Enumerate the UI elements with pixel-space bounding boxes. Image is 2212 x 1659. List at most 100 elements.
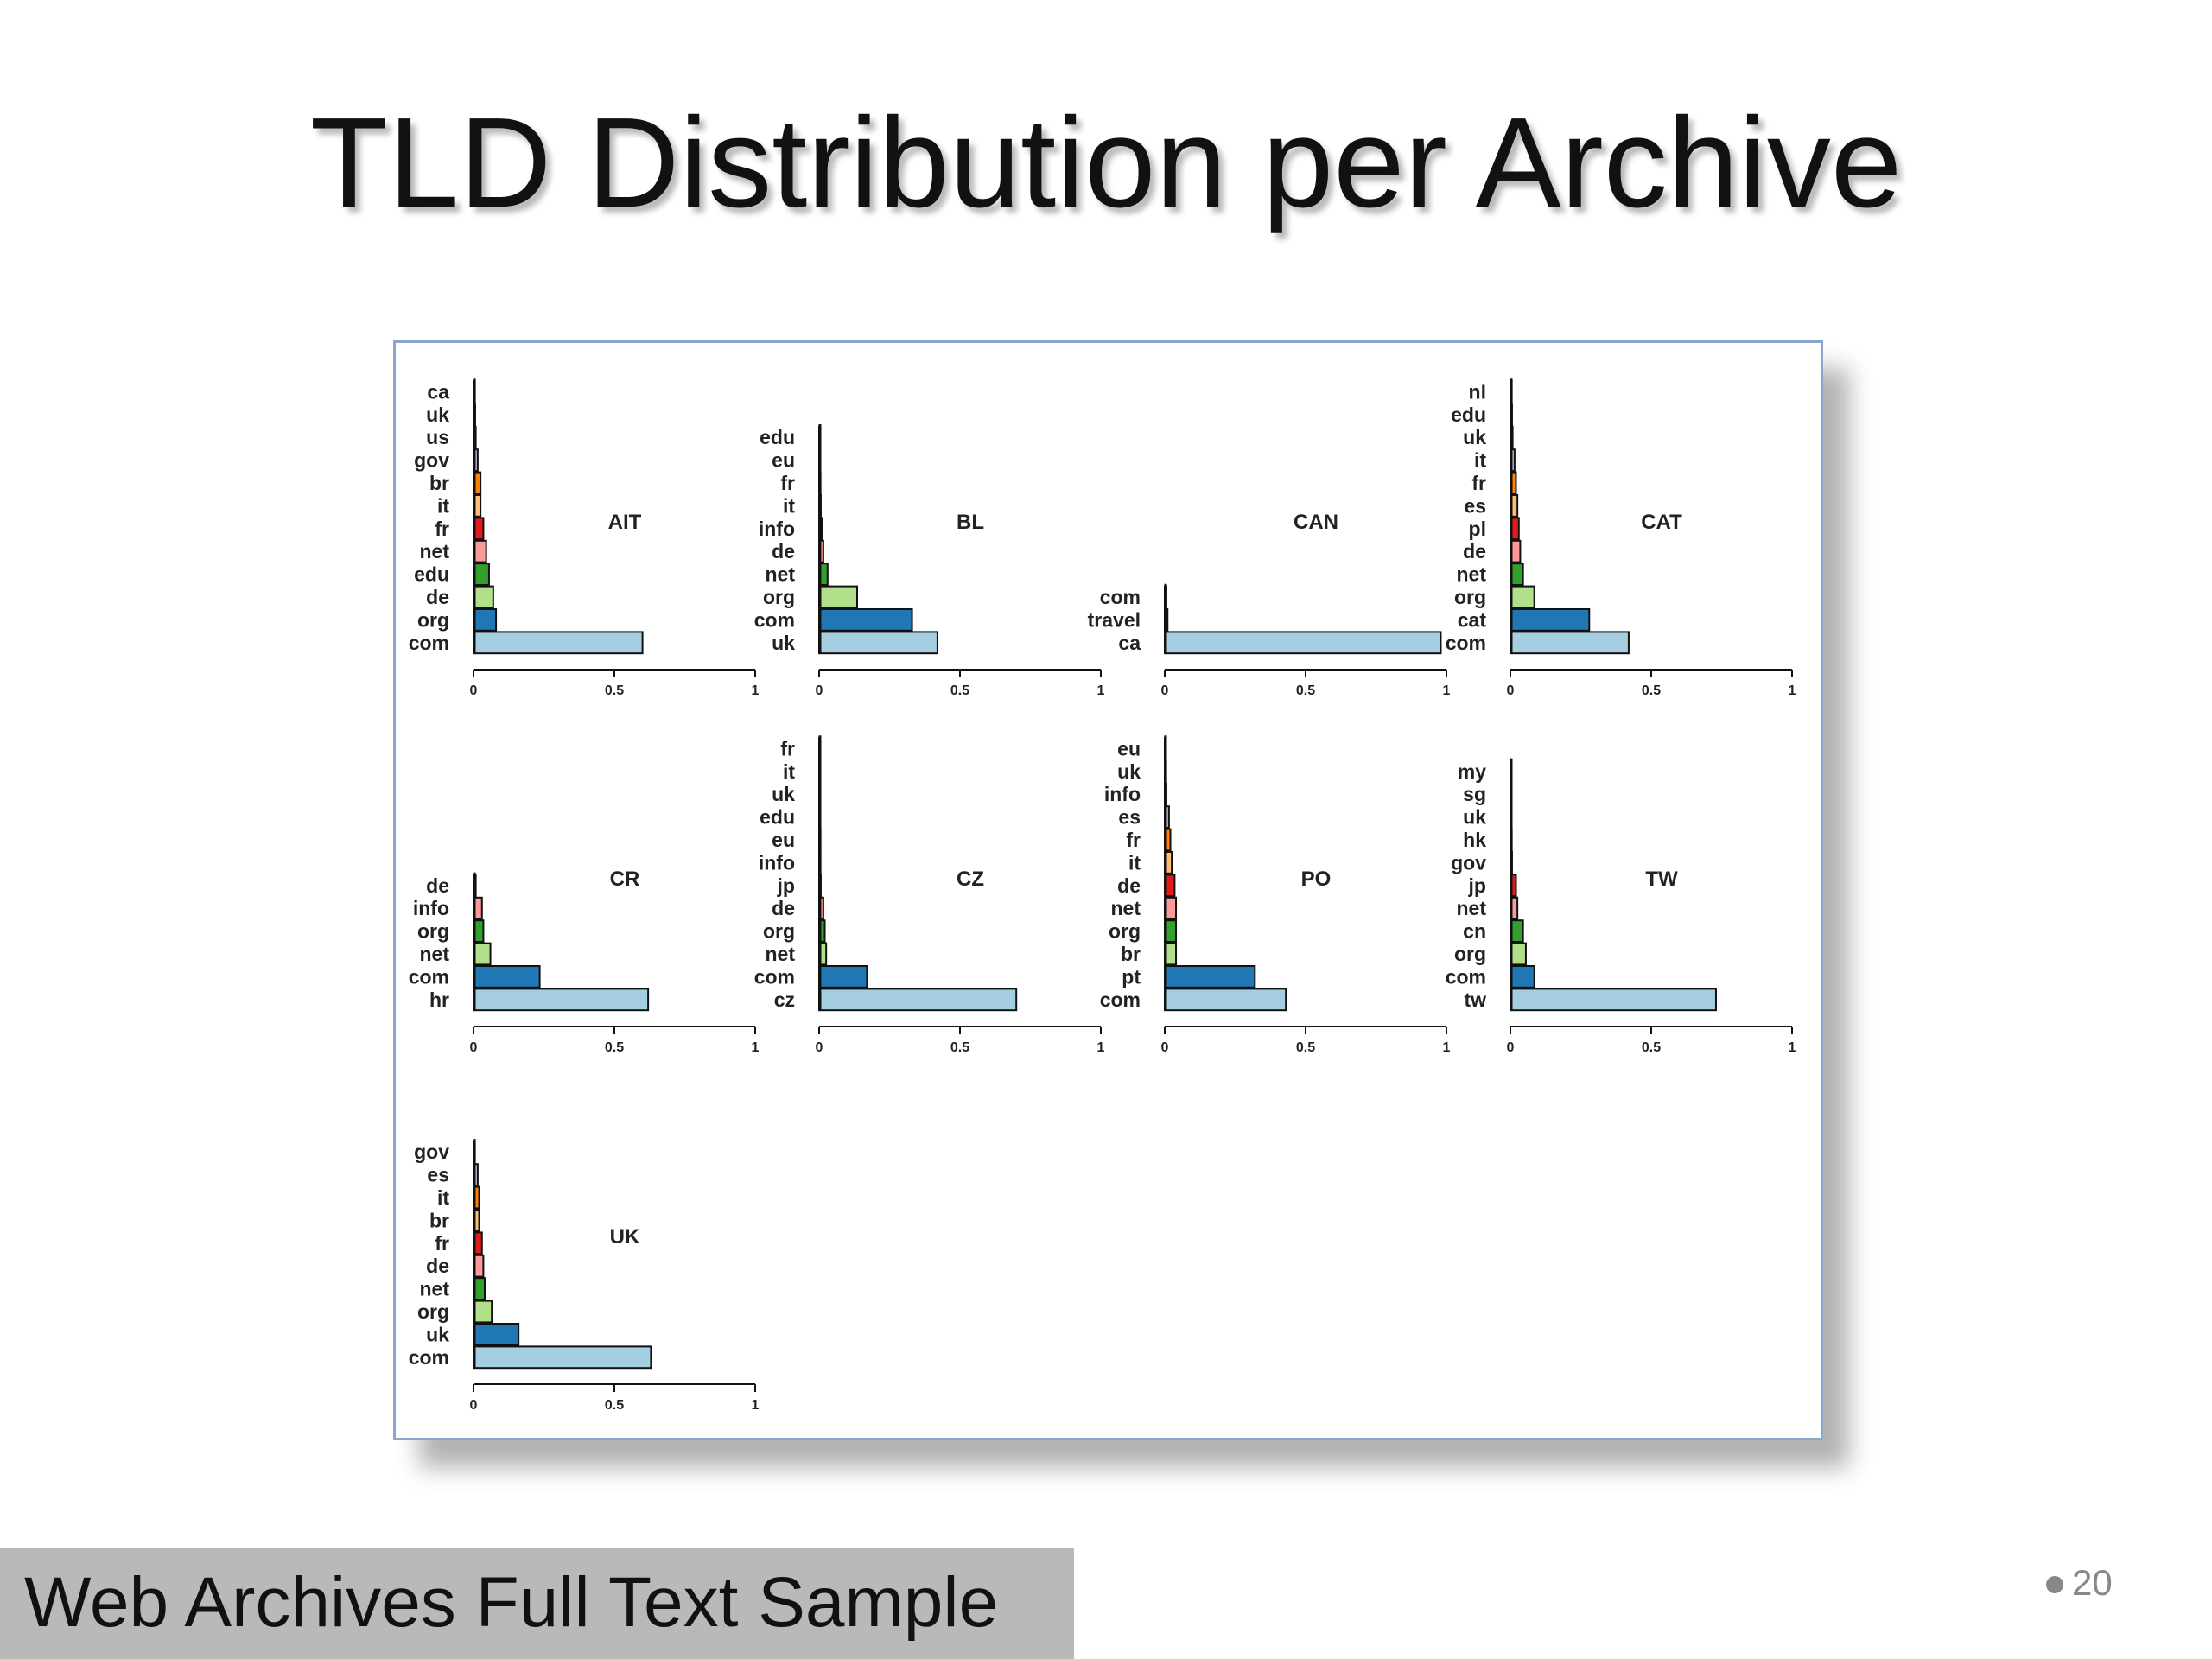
- chart-figure: com org de edu net fr it br gov us uk ca AIT 0 0.5 1 uk c…: [393, 340, 1823, 1440]
- category-label-bl-fr: fr: [780, 472, 795, 494]
- bar-can-ca: [1164, 631, 1442, 655]
- category-label-cr-info: info: [413, 897, 449, 919]
- category-label-tw-jp: jp: [1468, 874, 1486, 897]
- panel-title-cat: CAT: [1641, 511, 1682, 534]
- x-tick-label-tw-0: 0: [1507, 1040, 1515, 1055]
- category-label-uk-it: it: [437, 1186, 449, 1209]
- category-label-ait-edu: edu: [414, 563, 449, 586]
- category-label-cr-com: com: [409, 965, 449, 988]
- category-label-can-ca: ca: [1118, 632, 1141, 654]
- bar-bl-com: [818, 608, 913, 632]
- category-label-bl-edu: edu: [760, 426, 795, 448]
- category-label-po-fr: fr: [1126, 829, 1141, 851]
- category-label-cz-jp: jp: [777, 874, 795, 897]
- x-tick-label-po-2: 1: [1443, 1040, 1451, 1055]
- x-tick-label-can-0: 0: [1161, 683, 1169, 698]
- slide-title: TLD Distribution per Archive: [309, 92, 1903, 234]
- category-label-ait-uk: uk: [426, 404, 449, 426]
- x-tick-label-ait-1: 0.5: [605, 683, 624, 698]
- category-label-uk-de: de: [426, 1255, 449, 1277]
- panel-title-po: PO: [1301, 868, 1332, 891]
- category-label-po-uk: uk: [1117, 760, 1141, 783]
- category-label-cat-de: de: [1463, 540, 1486, 563]
- x-tick-label-cz-2: 1: [1097, 1040, 1105, 1055]
- category-label-cz-info: info: [759, 851, 795, 874]
- bar-tw-tw: [1510, 988, 1717, 1012]
- category-label-cat-pl: pl: [1469, 518, 1486, 540]
- category-label-po-net: net: [1111, 897, 1141, 919]
- category-label-cz-it: it: [783, 760, 795, 783]
- category-label-can-com: com: [1100, 586, 1141, 608]
- category-label-po-es: es: [1118, 806, 1141, 829]
- category-label-cat-net: net: [1457, 563, 1487, 586]
- footer-text: Web Archives Full Text Sample: [24, 1563, 999, 1642]
- x-tick-label-bl-2: 1: [1097, 683, 1105, 698]
- category-label-ait-org: org: [417, 608, 449, 631]
- category-label-tw-hk: hk: [1463, 829, 1486, 851]
- category-label-cat-fr: fr: [1471, 472, 1486, 494]
- category-label-cz-de: de: [772, 897, 795, 919]
- bar-cz-com: [818, 965, 868, 988]
- category-label-ait-de: de: [426, 586, 449, 608]
- x-tick-label-uk-0: 0: [470, 1398, 478, 1413]
- bar-tw-org: [1510, 942, 1527, 966]
- page-bullet-icon: [2046, 1576, 2063, 1593]
- category-label-cr-org: org: [417, 920, 449, 943]
- category-label-po-org: org: [1109, 920, 1141, 943]
- bar-bl-org: [818, 585, 859, 609]
- category-label-uk-es: es: [427, 1164, 449, 1186]
- category-label-cat-uk: uk: [1463, 426, 1486, 448]
- category-label-ait-ca: ca: [427, 380, 449, 403]
- category-label-cz-cz: cz: [774, 988, 795, 1011]
- x-tick-label-ait-0: 0: [470, 683, 478, 698]
- category-label-bl-eu: eu: [772, 449, 795, 472]
- category-label-bl-org: org: [763, 586, 795, 608]
- category-label-uk-uk: uk: [426, 1323, 449, 1345]
- x-tick-label-uk-1: 0.5: [605, 1398, 624, 1413]
- bar-uk-org: [473, 1300, 493, 1324]
- page-number: 20: [2072, 1562, 2113, 1603]
- bar-bl-uk: [818, 631, 938, 655]
- x-tick-label-cz-1: 0.5: [950, 1040, 969, 1055]
- x-tick-label-cat-1: 0.5: [1642, 683, 1661, 698]
- category-label-cat-it: it: [1474, 449, 1486, 472]
- category-label-uk-gov: gov: [414, 1141, 449, 1163]
- category-label-bl-de: de: [772, 540, 795, 563]
- category-label-cz-eu: eu: [772, 829, 795, 851]
- bar-ait-edu: [473, 563, 490, 586]
- footer-band: Web Archives Full Text Sample: [0, 1548, 1074, 1659]
- panel-title-bl: BL: [957, 511, 984, 534]
- category-label-bl-net: net: [766, 563, 796, 586]
- category-label-po-info: info: [1104, 783, 1141, 805]
- bar-tw-com: [1510, 965, 1535, 988]
- x-tick-label-can-1: 0.5: [1296, 683, 1315, 698]
- x-tick-label-ait-2: 1: [752, 683, 760, 698]
- bar-ait-com: [473, 631, 644, 655]
- bar-cr-net: [473, 942, 492, 966]
- category-label-ait-net: net: [420, 540, 450, 563]
- bar-cat-cat: [1510, 608, 1591, 632]
- category-label-cr-de: de: [426, 874, 449, 897]
- category-label-cat-nl: nl: [1469, 380, 1486, 403]
- panel-title-can: CAN: [1294, 511, 1338, 534]
- category-label-tw-cn: cn: [1463, 920, 1486, 943]
- category-label-tw-org: org: [1454, 943, 1486, 965]
- category-label-bl-it: it: [783, 494, 795, 517]
- category-label-ait-it: it: [437, 494, 449, 517]
- category-label-bl-uk: uk: [772, 632, 795, 654]
- panel-title-uk: UK: [610, 1225, 640, 1249]
- bar-cat-org: [1510, 585, 1535, 609]
- category-label-po-de: de: [1117, 874, 1141, 897]
- x-tick-label-can-2: 1: [1443, 683, 1451, 698]
- category-label-cat-com: com: [1446, 632, 1486, 654]
- x-tick-label-po-1: 0.5: [1296, 1040, 1315, 1055]
- category-label-po-pt: pt: [1122, 965, 1141, 988]
- category-label-tw-tw: tw: [1464, 988, 1486, 1011]
